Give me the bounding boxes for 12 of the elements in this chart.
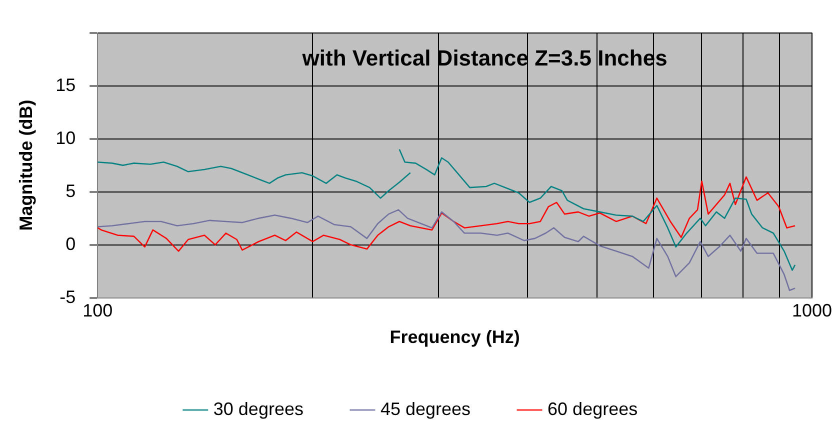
y-tick-label: 0 bbox=[66, 234, 76, 254]
x-axis-title: Frequency (Hz) bbox=[390, 327, 520, 348]
x-tick-label: 100 bbox=[82, 300, 113, 321]
y-tick-label: -5 bbox=[60, 286, 76, 307]
y-axis-title: Magnitude (dB) bbox=[16, 100, 36, 231]
legend-label: 45 degrees bbox=[380, 398, 471, 419]
y-tick-label: 5 bbox=[66, 180, 76, 201]
legend-label: 30 degrees bbox=[213, 398, 304, 419]
x-tick-label: 1000 bbox=[792, 300, 832, 321]
y-tick-label: 10 bbox=[56, 128, 76, 148]
y-tick-label: 15 bbox=[56, 74, 76, 95]
legend-label: 60 degrees bbox=[548, 398, 638, 419]
